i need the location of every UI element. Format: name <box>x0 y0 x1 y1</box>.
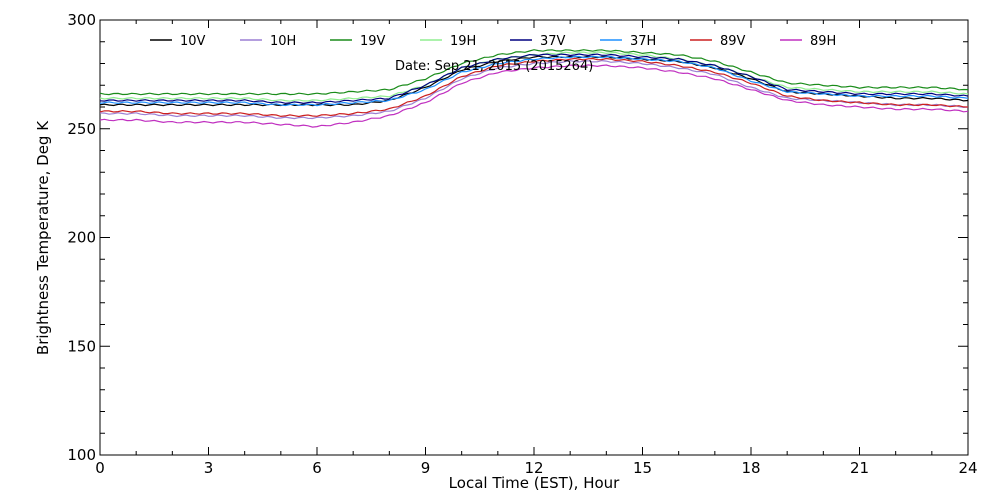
y-axis-title: Brightness Temperature, Deg K <box>34 120 52 355</box>
legend-label-19h: 19H <box>450 34 476 49</box>
x-tick-label: 0 <box>95 459 105 477</box>
x-tick-label: 21 <box>850 459 869 477</box>
series-line-89h <box>99 64 969 128</box>
y-tick-label: 300 <box>67 11 96 29</box>
plot-frame <box>99 19 969 456</box>
legend-label-19v: 19V <box>360 34 386 49</box>
y-tick-label: 200 <box>67 229 96 247</box>
y-tick-label: 250 <box>67 120 96 138</box>
series-line-37h <box>99 55 969 107</box>
x-tick-label: 15 <box>633 459 652 477</box>
y-tick-label: 100 <box>67 446 96 464</box>
annotation-date: Date: Sep 21, 2015 (2015264) <box>395 59 593 74</box>
legend-label-89v: 89V <box>720 34 746 49</box>
legend-label-10h: 10H <box>270 34 296 49</box>
legend-label-37h: 37H <box>630 34 656 49</box>
legend-label-10v: 10V <box>180 34 206 49</box>
series-line-19v <box>99 49 969 96</box>
x-tick-label: 12 <box>524 459 543 477</box>
legend: 10V 10H 19V 19H 37V 37H 89V 89H <box>150 34 836 49</box>
x-tick-label: 9 <box>421 459 431 477</box>
legend-label-89h: 89H <box>810 34 836 49</box>
x-axis-title: Local Time (EST), Hour <box>449 474 620 492</box>
x-tick-label: 24 <box>958 459 977 477</box>
x-tick-label: 18 <box>741 459 760 477</box>
series-line-37v <box>99 53 969 105</box>
legend-label-37v: 37V <box>540 34 566 49</box>
series-line-10v <box>99 55 969 107</box>
tick-labels: 0 3 6 9 12 15 18 21 24 100 150 200 250 300 <box>67 11 977 477</box>
axis-ticks <box>99 19 969 456</box>
x-tick-label: 6 <box>312 459 322 477</box>
series-line-89v <box>99 57 969 118</box>
y-tick-label: 150 <box>67 337 96 355</box>
series-lines <box>99 49 969 128</box>
x-tick-label: 3 <box>204 459 214 477</box>
